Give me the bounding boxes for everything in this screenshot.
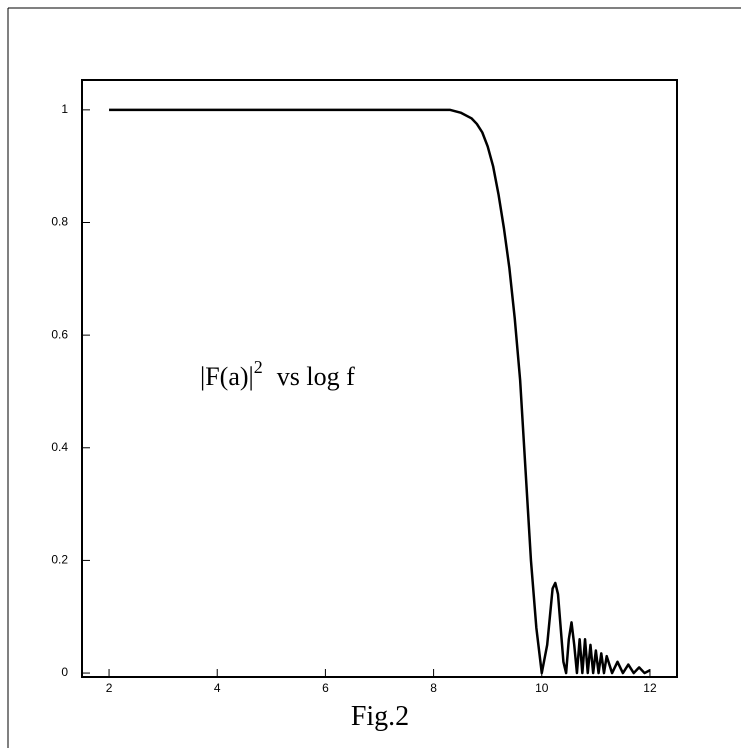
y-tick-label: 1 — [61, 102, 68, 116]
caption: Fig.2 — [351, 701, 409, 732]
x-tick-label: 10 — [535, 681, 549, 695]
y-tick-label: 0.2 — [51, 553, 68, 567]
y-tick-label: 0.6 — [51, 327, 68, 341]
x-tick-label: 2 — [106, 681, 113, 695]
x-tick-label: 8 — [430, 681, 437, 695]
annotation-rest: vs log f — [277, 362, 355, 391]
x-tick-label: 6 — [322, 681, 329, 695]
annotation: |F(a)|2 vs log f — [200, 357, 355, 391]
plot-frame — [81, 79, 678, 678]
y-tick-label: 0.8 — [51, 215, 68, 229]
y-tick-label: 0 — [61, 665, 68, 679]
x-tick-label: 12 — [643, 681, 657, 695]
x-tick-label: 4 — [214, 681, 221, 695]
annotation-base: |F(a)| — [200, 362, 254, 391]
y-tick-label: 0.4 — [51, 440, 68, 454]
line — [109, 108, 651, 675]
annotation-sup: 2 — [254, 357, 263, 377]
